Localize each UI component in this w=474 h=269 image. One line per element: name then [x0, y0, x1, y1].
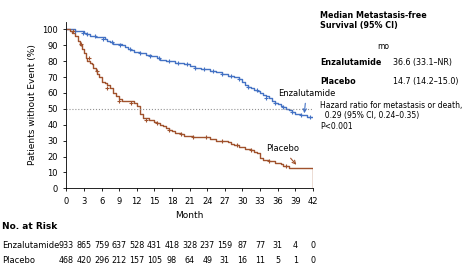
Text: 0: 0	[310, 256, 315, 265]
Text: Median Metastasis-free
Survival (95% CI): Median Metastasis-free Survival (95% CI)	[320, 11, 427, 30]
Text: 296: 296	[94, 256, 109, 265]
Text: 14.7 (14.2–15.0): 14.7 (14.2–15.0)	[393, 77, 459, 86]
Text: 0: 0	[310, 241, 315, 250]
Text: Hazard ratio for metastasis or death,
  0.29 (95% CI, 0.24–0.35)
P<0.001: Hazard ratio for metastasis or death, 0.…	[320, 101, 462, 131]
Text: 87: 87	[237, 241, 247, 250]
Text: 528: 528	[129, 241, 145, 250]
Text: Placebo: Placebo	[320, 77, 356, 86]
Text: 105: 105	[147, 256, 162, 265]
Text: 865: 865	[76, 241, 91, 250]
Text: 933: 933	[59, 241, 74, 250]
Text: 637: 637	[111, 241, 127, 250]
Text: 49: 49	[202, 256, 212, 265]
Text: 64: 64	[184, 256, 195, 265]
Text: 431: 431	[147, 241, 162, 250]
Text: 77: 77	[255, 241, 265, 250]
Y-axis label: Patients without Event (%): Patients without Event (%)	[27, 44, 36, 165]
Text: 98: 98	[167, 256, 177, 265]
Text: 11: 11	[255, 256, 265, 265]
Text: mo: mo	[377, 42, 389, 51]
Text: 31: 31	[273, 241, 283, 250]
Text: 159: 159	[217, 241, 232, 250]
Text: Enzalutamide: Enzalutamide	[2, 241, 60, 250]
Text: 31: 31	[220, 256, 230, 265]
X-axis label: Month: Month	[175, 211, 204, 220]
Text: Placebo: Placebo	[2, 256, 36, 265]
Text: 36.6 (33.1–NR): 36.6 (33.1–NR)	[393, 58, 452, 67]
Text: 759: 759	[94, 241, 109, 250]
Text: 468: 468	[59, 256, 74, 265]
Text: 328: 328	[182, 241, 197, 250]
Text: 237: 237	[200, 241, 215, 250]
Text: 157: 157	[129, 256, 145, 265]
Text: Enzalutamide: Enzalutamide	[320, 58, 381, 67]
Text: 418: 418	[164, 241, 180, 250]
Text: 5: 5	[275, 256, 280, 265]
Text: No. at Risk: No. at Risk	[2, 222, 58, 231]
Text: 420: 420	[76, 256, 91, 265]
Text: Placebo: Placebo	[266, 144, 299, 164]
Text: 4: 4	[293, 241, 298, 250]
Text: Enzalutamide: Enzalutamide	[278, 89, 335, 112]
Text: 212: 212	[111, 256, 127, 265]
Text: 1: 1	[293, 256, 298, 265]
Text: 16: 16	[237, 256, 247, 265]
